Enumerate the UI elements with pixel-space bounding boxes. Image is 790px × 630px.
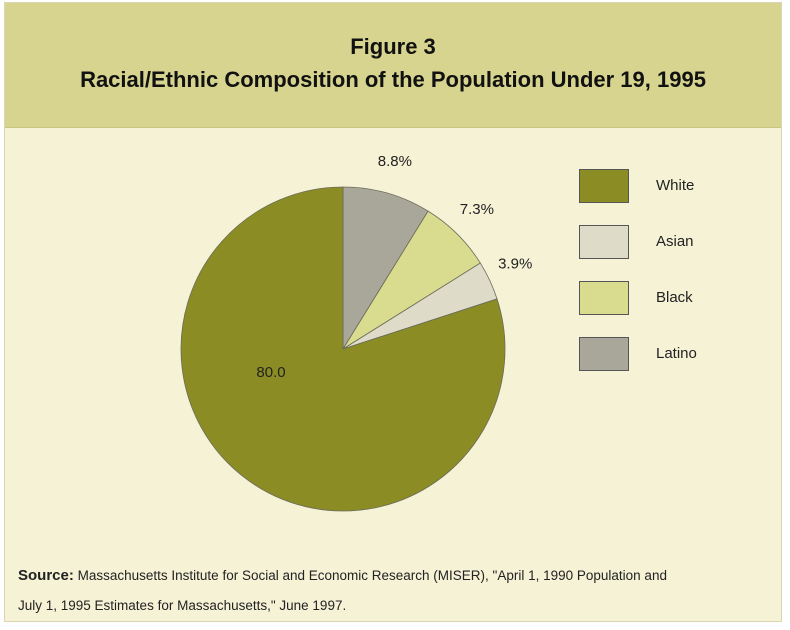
figure-number: Figure 3 [350,34,436,59]
pie-slice-latino [342,186,429,351]
source-note: Source: Massachusetts Institute for Soci… [18,561,778,621]
pie-label-white: 80.0 [256,364,285,381]
title-band: Figure 3 Racial/Ethnic Composition of th… [5,3,781,128]
source-text-line1: Massachusetts Institute for Social and E… [77,568,667,583]
legend-label-latino: Latino [656,345,697,362]
pie-label-latino: 8.8% [378,153,412,170]
pie-chart: 8.8% 7.3% 3.9% 80.0 [180,153,532,512]
legend-label-white: White [656,177,695,194]
source-text-line2: July 1, 1995 Estimates for Massachusetts… [18,598,347,613]
legend-swatch-asian [579,225,629,259]
legend-label-black: Black [656,289,693,306]
pie-label-asian: 3.9% [498,256,532,273]
legend-swatch-latino [579,337,629,371]
figure-title: Racial/Ethnic Composition of the Populat… [80,67,706,92]
source-label: Source: [18,567,74,584]
pie-label-black: 7.3% [460,201,494,218]
figure-panel: Figure 3 Racial/Ethnic Composition of th… [4,2,782,622]
legend-label-asian: Asian [656,233,694,250]
pie-slice-white [180,186,506,512]
legend-swatch-black [579,281,629,315]
legend-swatch-white [579,169,629,203]
